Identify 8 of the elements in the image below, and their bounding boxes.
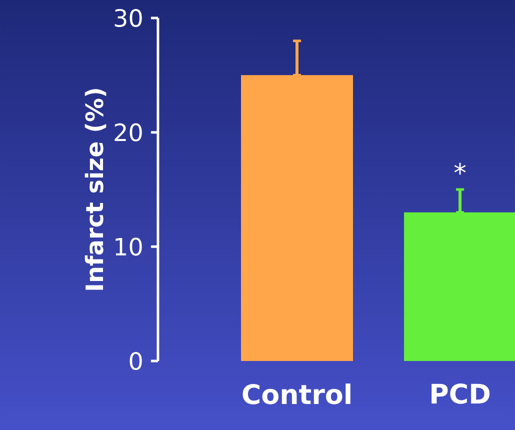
y-tick-label: 0 [130,352,142,370]
annotation: * [454,162,466,175]
y-tick-label: 10 [116,238,142,256]
y-tick-label: 30 [114,8,142,28]
y-axis-title: Infarct size (%) [84,89,106,290]
y-tick-label: 20 [114,123,142,142]
x-tick-label: Control [242,384,350,404]
x-tick-label: PCD [432,384,490,404]
